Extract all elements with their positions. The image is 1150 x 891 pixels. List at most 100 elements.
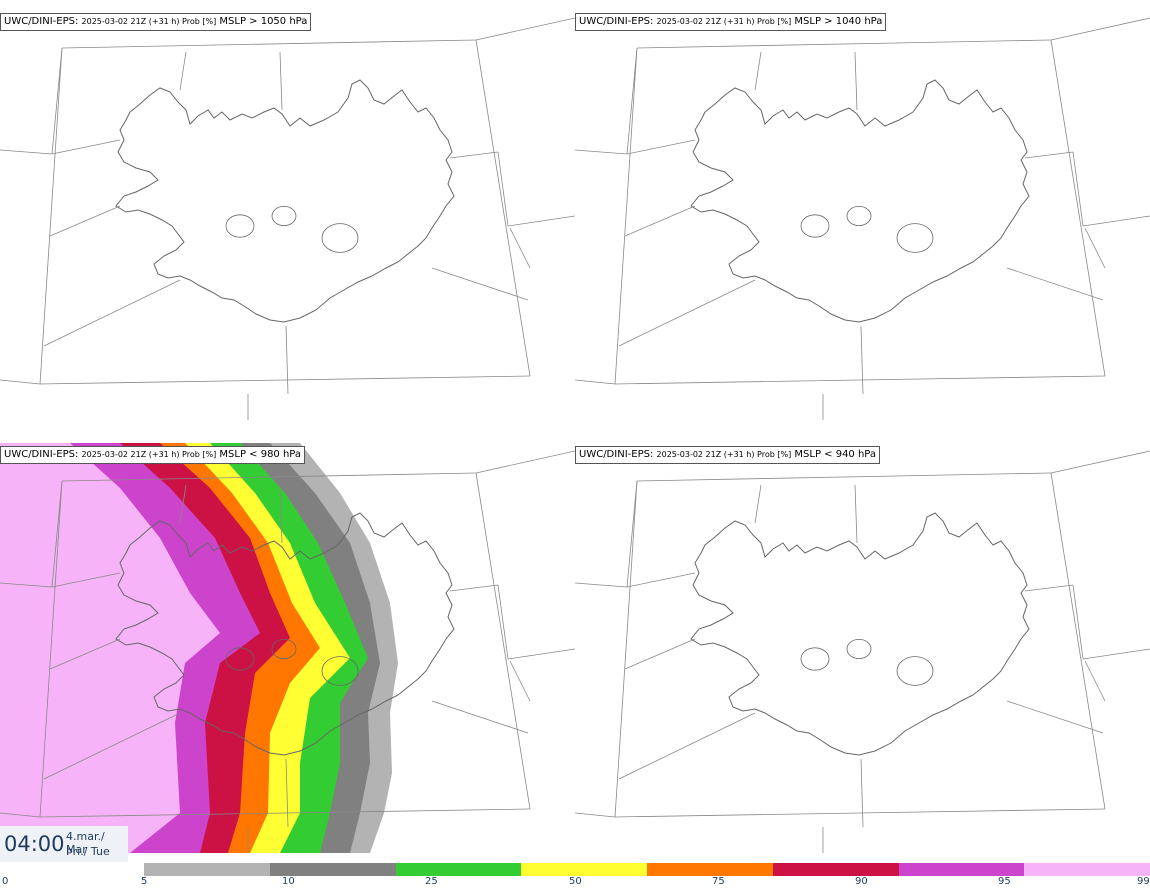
iceland-coastline xyxy=(115,79,455,323)
probability-band-7 xyxy=(0,443,220,853)
graticule-line xyxy=(754,484,762,524)
panel-title: UWC/DINI-EPS: 2025-03-02 21Z (+31 h) Pro… xyxy=(575,13,887,31)
graticule-line xyxy=(179,484,187,524)
valid-time-box: 04:00 4.mar./ Mar Þri./ Tue xyxy=(0,826,128,862)
title-run: 2025-03-02 21Z (+31 h) Prob [%] xyxy=(81,17,217,26)
graticule-line xyxy=(431,700,529,734)
graticule-line xyxy=(626,480,638,588)
graticule-line xyxy=(854,51,858,111)
title-source: UWC/DINI-EPS xyxy=(4,16,75,27)
graticule-line xyxy=(860,325,864,395)
glacier-outline xyxy=(800,214,830,238)
glacier-outline xyxy=(321,223,359,253)
colorbar-tick-label: 75 xyxy=(712,876,725,887)
graticule-line xyxy=(854,484,858,544)
graticule-line xyxy=(475,17,575,41)
graticule-line xyxy=(1006,700,1104,734)
title-run: 2025-03-02 21Z (+31 h) Prob [%] xyxy=(656,450,792,459)
colorbar-tick-label: 10 xyxy=(282,876,295,887)
glacier-outline xyxy=(321,656,359,686)
graticule-line xyxy=(43,279,181,347)
colorbar-segment xyxy=(144,863,271,876)
title-variable: MSLP > 1040 hPa xyxy=(794,16,883,27)
colorbar-tick-label: 95 xyxy=(998,876,1011,887)
graticule-line xyxy=(614,375,1106,385)
title-source: UWC/DINI-EPS xyxy=(579,449,650,460)
panel-title: UWC/DINI-EPS: 2025-03-02 21Z (+31 h) Pro… xyxy=(575,446,881,464)
graticule-line xyxy=(1050,39,1106,377)
graticule-line xyxy=(575,812,616,818)
graticule-line xyxy=(39,480,63,818)
graticule-line xyxy=(39,47,63,385)
graticule-line xyxy=(39,375,531,385)
graticule-line xyxy=(614,808,1106,818)
graticule-line xyxy=(449,584,499,592)
panel-mslp-gt-1050: UWC/DINI-EPS: 2025-03-02 21Z (+31 h) Pro… xyxy=(0,0,575,433)
title-source: UWC/DINI-EPS xyxy=(4,449,75,460)
panel-mslp-lt-940: UWC/DINI-EPS: 2025-03-02 21Z (+31 h) Pro… xyxy=(575,433,1150,866)
graticule-line xyxy=(51,47,63,155)
graticule-line xyxy=(614,47,638,385)
map-iceland xyxy=(0,17,575,420)
colorbar-segment xyxy=(647,863,774,876)
graticule-line xyxy=(475,472,531,810)
colorbar-tick-label: 90 xyxy=(855,876,868,887)
graticule-line xyxy=(509,660,531,702)
graticule-line xyxy=(1006,267,1104,301)
graticule-line xyxy=(509,227,531,269)
graticule-line xyxy=(431,267,529,301)
glacier-outline xyxy=(896,656,934,686)
colorbar-tick-label: 99 xyxy=(1137,876,1150,887)
title-variable: MSLP > 1050 hPa xyxy=(219,16,308,27)
graticule-line xyxy=(575,572,696,588)
title-run: 2025-03-02 21Z (+31 h) Prob [%] xyxy=(656,17,792,26)
glacier-outline xyxy=(846,205,872,226)
graticule-line xyxy=(507,215,575,227)
glacier-outline xyxy=(800,647,830,671)
valid-time-date: 4.mar./ Mar xyxy=(66,830,105,856)
map-iceland-probability xyxy=(0,443,575,853)
graticule-line xyxy=(618,279,756,347)
colorbar-segment xyxy=(898,863,1025,876)
graticule-line xyxy=(49,638,121,670)
graticule-line xyxy=(49,205,121,237)
panel-title: UWC/DINI-EPS: 2025-03-02 21Z (+31 h) Pro… xyxy=(0,446,306,464)
valid-time-weekday: Þri./ Tue xyxy=(66,845,110,858)
iceland-coastline xyxy=(690,512,1030,756)
colorbar-tick-label: 5 xyxy=(141,876,148,887)
graticule-line xyxy=(507,648,575,660)
graticule-line xyxy=(614,480,638,818)
graticule-line xyxy=(39,808,531,818)
graticule-line xyxy=(61,39,477,49)
glacier-outline xyxy=(271,638,297,659)
panel-mslp-lt-980: UWC/DINI-EPS: 2025-03-02 21Z (+31 h) Pro… xyxy=(0,433,575,866)
graticule-line xyxy=(1024,151,1074,159)
graticule-line xyxy=(1050,17,1150,41)
graticule-line xyxy=(636,472,1052,482)
graticule-line xyxy=(43,712,181,780)
graticule-line xyxy=(575,379,616,385)
graticule-line xyxy=(1082,648,1150,660)
graticule-line xyxy=(0,139,121,155)
graticule-line xyxy=(618,712,756,780)
graticule-line xyxy=(475,450,575,474)
graticule-line xyxy=(1084,227,1106,269)
graticule-line xyxy=(497,151,509,227)
graticule-line xyxy=(1072,584,1084,660)
title-variable: MSLP < 940 hPa xyxy=(794,449,877,460)
graticule-line xyxy=(624,205,696,237)
graticule-line xyxy=(860,758,864,828)
colorbar-segment xyxy=(395,863,522,876)
panel-title: UWC/DINI-EPS: 2025-03-02 21Z (+31 h) Pro… xyxy=(0,13,312,31)
graticule-line xyxy=(61,472,477,482)
graticule-line xyxy=(285,325,289,395)
panel-mslp-gt-1040: UWC/DINI-EPS: 2025-03-02 21Z (+31 h) Pro… xyxy=(575,0,1150,433)
colorbar-tick-label: 50 xyxy=(569,876,582,887)
colorbar-segment xyxy=(1024,863,1150,876)
graticule-line xyxy=(624,638,696,670)
colorbar-segment xyxy=(521,863,648,876)
title-variable: MSLP < 980 hPa xyxy=(219,449,302,460)
glacier-outline xyxy=(846,638,872,659)
map-iceland xyxy=(575,450,1150,853)
graticule-line xyxy=(1072,151,1084,227)
